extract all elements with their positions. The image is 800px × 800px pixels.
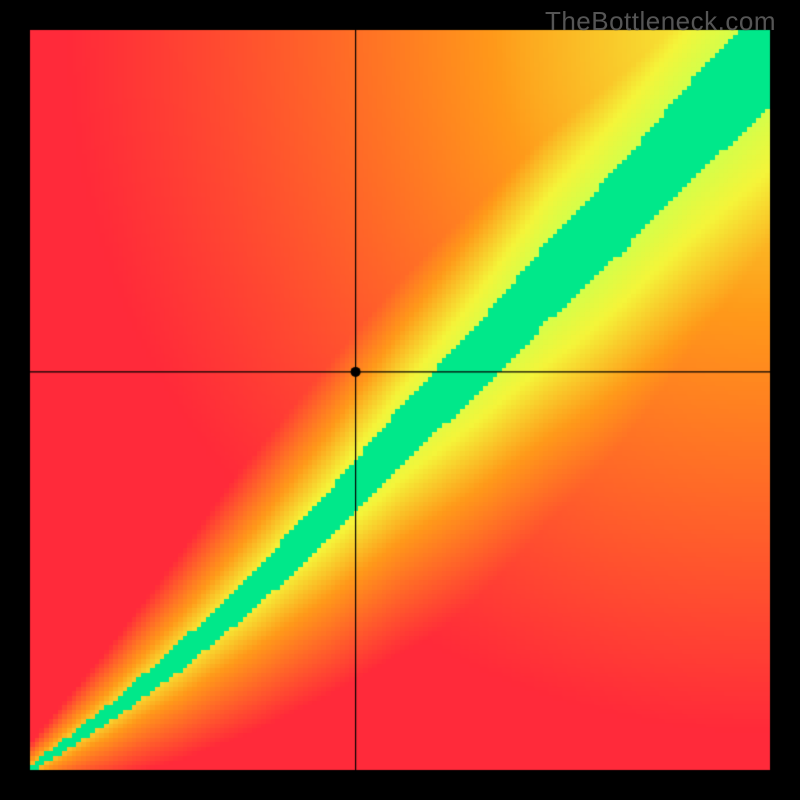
watermark-text: TheBottleneck.com — [545, 6, 776, 37]
bottleneck-heatmap — [0, 0, 800, 800]
chart-container: TheBottleneck.com — [0, 0, 800, 800]
